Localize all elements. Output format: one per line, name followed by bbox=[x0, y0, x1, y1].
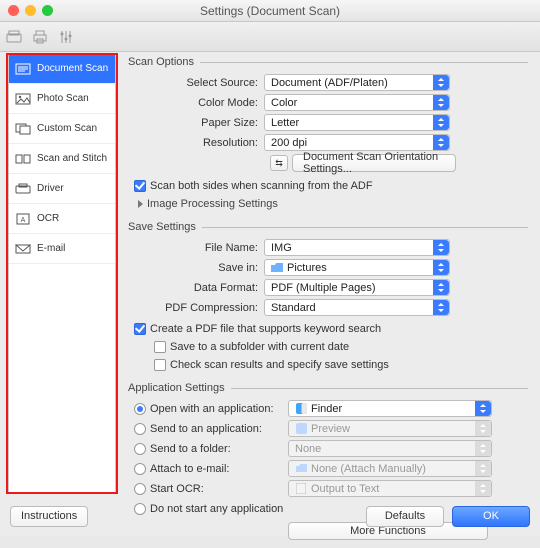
sidebar-item-label: Scan and Stitch bbox=[37, 153, 107, 164]
sidebar-item-custom-scan[interactable]: Custom Scan bbox=[9, 114, 115, 144]
start-ocr-radio[interactable] bbox=[134, 483, 146, 495]
folder-icon bbox=[295, 463, 307, 475]
window-title: Settings (Document Scan) bbox=[200, 4, 340, 18]
orientation-preview-icon[interactable]: ⇆ bbox=[270, 155, 288, 171]
scan-both-sides-label: Scan both sides when scanning from the A… bbox=[150, 180, 373, 192]
attach-email-radio[interactable] bbox=[134, 463, 146, 475]
sidebar: Document Scan Photo Scan Custom Scan Sca… bbox=[8, 53, 116, 493]
folder-icon bbox=[271, 262, 283, 274]
footer: Instructions Defaults OK bbox=[0, 502, 540, 530]
open-with-radio[interactable] bbox=[134, 403, 146, 415]
close-icon[interactable] bbox=[8, 5, 19, 16]
instructions-button[interactable]: Instructions bbox=[10, 506, 88, 527]
chevron-updown-icon bbox=[433, 300, 449, 315]
send-app-select[interactable]: Preview bbox=[288, 420, 492, 437]
window-controls bbox=[8, 5, 53, 16]
paper-size-select[interactable]: Letter bbox=[264, 114, 450, 131]
image-processing-disclosure[interactable]: Image Processing Settings bbox=[138, 195, 528, 213]
start-ocr-select[interactable]: Output to Text bbox=[288, 480, 492, 497]
sidebar-item-driver[interactable]: Driver bbox=[9, 174, 115, 204]
resolution-label: Resolution: bbox=[128, 137, 264, 149]
send-folder-radio[interactable] bbox=[134, 443, 146, 455]
attach-email-select[interactable]: None (Attach Manually) bbox=[288, 460, 492, 477]
chevron-updown-icon bbox=[433, 75, 449, 90]
content-area: Scan Options Select Source: Document (AD… bbox=[124, 52, 532, 548]
paper-size-label: Paper Size: bbox=[128, 117, 264, 129]
chevron-updown-icon bbox=[433, 135, 449, 150]
sidebar-item-ocr[interactable]: A OCR bbox=[9, 204, 115, 234]
file-name-label: File Name: bbox=[128, 242, 264, 254]
chevron-updown-icon bbox=[475, 461, 491, 476]
titlebar: Settings (Document Scan) bbox=[0, 0, 540, 22]
chevron-updown-icon bbox=[475, 421, 491, 436]
keyword-pdf-label: Create a PDF file that supports keyword … bbox=[150, 323, 381, 335]
subfolder-label: Save to a subfolder with current date bbox=[170, 341, 349, 353]
ocr-icon: A bbox=[15, 212, 31, 226]
sidebar-item-label: Driver bbox=[37, 183, 64, 194]
chevron-updown-icon bbox=[433, 280, 449, 295]
chevron-updown-icon bbox=[475, 481, 491, 496]
check-results-checkbox[interactable] bbox=[154, 359, 166, 371]
stitch-icon bbox=[15, 152, 31, 166]
save-settings-group: Save Settings File Name: IMG Save in: Pi… bbox=[128, 221, 528, 376]
resolution-select[interactable]: 200 dpi bbox=[264, 134, 450, 151]
open-with-select[interactable]: Finder bbox=[288, 400, 492, 417]
sidebar-item-scan-stitch[interactable]: Scan and Stitch bbox=[9, 144, 115, 174]
preview-icon bbox=[295, 423, 307, 435]
ok-button[interactable]: OK bbox=[452, 506, 530, 527]
scan-both-sides-checkbox[interactable] bbox=[134, 180, 146, 192]
save-settings-legend: Save Settings bbox=[128, 221, 202, 233]
chevron-updown-icon bbox=[475, 401, 491, 416]
toolbar bbox=[0, 22, 540, 52]
app-settings-legend: Application Settings bbox=[128, 382, 231, 394]
pdf-compression-select[interactable]: Standard bbox=[264, 299, 450, 316]
color-mode-select[interactable]: Color bbox=[264, 94, 450, 111]
custom-scan-icon bbox=[15, 122, 31, 136]
source-select[interactable]: Document (ADF/Platen) bbox=[264, 74, 450, 91]
chevron-updown-icon bbox=[433, 260, 449, 275]
send-app-radio[interactable] bbox=[134, 423, 146, 435]
document-scan-icon bbox=[15, 62, 31, 76]
sidebar-item-label: Document Scan bbox=[37, 63, 108, 74]
text-icon bbox=[295, 483, 307, 495]
svg-text:A: A bbox=[21, 217, 26, 224]
driver-icon bbox=[15, 182, 31, 196]
source-label: Select Source: bbox=[128, 77, 264, 89]
zoom-icon[interactable] bbox=[42, 5, 53, 16]
scanner-tab-icon[interactable] bbox=[6, 29, 22, 45]
pdf-compression-label: PDF Compression: bbox=[128, 302, 264, 314]
data-format-select[interactable]: PDF (Multiple Pages) bbox=[264, 279, 450, 296]
disclosure-triangle-icon bbox=[138, 200, 143, 208]
scan-options-legend: Scan Options bbox=[128, 56, 200, 68]
sidebar-item-document-scan[interactable]: Document Scan bbox=[9, 54, 115, 84]
sidebar-item-label: Photo Scan bbox=[37, 93, 89, 104]
color-mode-label: Color Mode: bbox=[128, 97, 264, 109]
save-in-label: Save in: bbox=[128, 262, 264, 274]
sidebar-item-label: Custom Scan bbox=[37, 123, 97, 134]
email-icon bbox=[15, 242, 31, 256]
subfolder-checkbox[interactable] bbox=[154, 341, 166, 353]
scan-options-group: Scan Options Select Source: Document (AD… bbox=[128, 56, 528, 215]
check-results-label: Check scan results and specify save sett… bbox=[170, 359, 389, 371]
orientation-settings-button[interactable]: Document Scan Orientation Settings... bbox=[292, 154, 456, 172]
sidebar-item-label: E-mail bbox=[37, 243, 65, 254]
defaults-button[interactable]: Defaults bbox=[366, 506, 444, 527]
keyword-pdf-checkbox[interactable] bbox=[134, 323, 146, 335]
photo-scan-icon bbox=[15, 92, 31, 106]
sidebar-item-email[interactable]: E-mail bbox=[9, 234, 115, 264]
chevron-updown-icon bbox=[433, 240, 449, 255]
sidebar-item-photo-scan[interactable]: Photo Scan bbox=[9, 84, 115, 114]
data-format-label: Data Format: bbox=[128, 282, 264, 294]
finder-icon bbox=[295, 403, 307, 415]
save-in-select[interactable]: Pictures bbox=[264, 259, 450, 276]
file-name-field[interactable]: IMG bbox=[264, 239, 450, 256]
chevron-updown-icon bbox=[475, 441, 491, 456]
chevron-updown-icon bbox=[433, 95, 449, 110]
minimize-icon[interactable] bbox=[25, 5, 36, 16]
chevron-updown-icon bbox=[433, 115, 449, 130]
send-folder-select[interactable]: None bbox=[288, 440, 492, 457]
sidebar-item-label: OCR bbox=[37, 213, 59, 224]
printer-tab-icon[interactable] bbox=[32, 29, 48, 45]
sliders-tab-icon[interactable] bbox=[58, 29, 74, 45]
